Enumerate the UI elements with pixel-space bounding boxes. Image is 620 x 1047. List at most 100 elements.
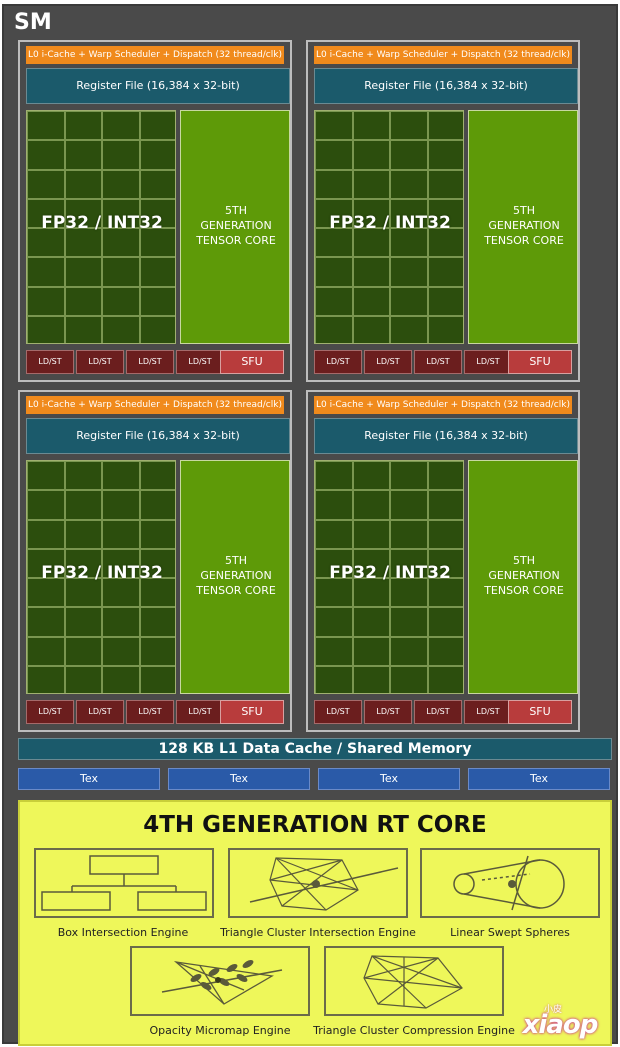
- ldst-unit: LD/ST: [414, 350, 462, 374]
- cuda-core-cell: [27, 548, 65, 578]
- cuda-core-cell: [427, 111, 463, 141]
- ldst-unit: LD/ST: [126, 350, 174, 374]
- cuda-core-cell: [64, 548, 102, 578]
- tensor-core: 5TH GENERATION TENSOR CORE: [180, 460, 290, 694]
- cuda-core-cell: [64, 636, 102, 666]
- cuda-core-cell: [427, 140, 463, 170]
- cuda-core-cell: [390, 578, 428, 608]
- cuda-core-cell: [139, 315, 175, 343]
- triangle-cluster-intersection-icon: [249, 857, 399, 911]
- cuda-core-cell: [315, 519, 353, 549]
- ldst-unit: LD/ST: [314, 350, 362, 374]
- cuda-core-cell: [102, 257, 140, 287]
- cuda-core-cell: [315, 607, 353, 637]
- fp32-int32-label: FP32 / INT32: [329, 563, 451, 583]
- cuda-core-cell: [102, 665, 140, 693]
- fp32-int32-cores: FP32 / INT32: [26, 110, 176, 344]
- cuda-core-cell: [427, 257, 463, 287]
- cuda-core-cell: [427, 461, 463, 491]
- cuda-core-cell: [139, 636, 175, 666]
- ldst-unit: LD/ST: [364, 350, 412, 374]
- register-file: Register File (16,384 x 32-bit): [26, 418, 290, 454]
- cuda-core-cell: [139, 607, 175, 637]
- cuda-core-cell: [427, 169, 463, 199]
- tensor-core-label-line: TENSOR CORE: [196, 234, 276, 247]
- cuda-core-cell: [27, 636, 65, 666]
- cuda-core-cell: [102, 636, 140, 666]
- cuda-core-cell: [352, 169, 390, 199]
- tensor-core-label-line: 5TH: [513, 204, 535, 217]
- cuda-core-cell: [27, 228, 65, 258]
- l1-data-cache: 128 KB L1 Data Cache / Shared Memory: [18, 738, 612, 760]
- fp32-int32-label: FP32 / INT32: [41, 563, 163, 583]
- ldst-unit: LD/ST: [364, 700, 412, 724]
- cuda-core-cell: [102, 548, 140, 578]
- cuda-core-cell: [102, 140, 140, 170]
- cuda-core-cell: [390, 228, 428, 258]
- cuda-core-cell: [315, 286, 353, 316]
- cuda-core-cell: [27, 578, 65, 608]
- cuda-core-cell: [352, 461, 390, 491]
- cuda-core-cell: [315, 198, 353, 228]
- cuda-core-cell: [427, 578, 463, 608]
- tex-unit: Tex: [468, 768, 610, 790]
- cuda-core-cell: [352, 519, 390, 549]
- triangle-cluster-intersection-engine: [228, 848, 408, 918]
- cuda-core-cell: [427, 198, 463, 228]
- swept-spheres-icon: [453, 855, 565, 911]
- ldst-unit: LD/ST: [176, 350, 224, 374]
- warp-scheduler: L0 i-Cache + Warp Scheduler + Dispatch (…: [314, 396, 572, 414]
- sm-title: SM: [14, 10, 52, 35]
- cuda-core-cell: [315, 111, 353, 141]
- cuda-core-cell: [139, 548, 175, 578]
- triangle-cluster-intersection-engine-label: Triangle Cluster Intersection Engine: [220, 926, 416, 939]
- cuda-core-cell: [102, 519, 140, 549]
- cuda-core-cell: [352, 140, 390, 170]
- warp-scheduler: L0 i-Cache + Warp Scheduler + Dispatch (…: [26, 46, 284, 64]
- cuda-core-cell: [352, 607, 390, 637]
- tensor-core-label-line: 5TH: [513, 554, 535, 567]
- warp-scheduler: L0 i-Cache + Warp Scheduler + Dispatch (…: [314, 46, 572, 64]
- watermark-text: xiaop: [522, 1010, 599, 1040]
- cuda-core-cell: [102, 198, 140, 228]
- linear-swept-spheres-engine: [420, 848, 600, 918]
- cuda-core-cell: [27, 461, 65, 491]
- cuda-core-cell: [139, 665, 175, 693]
- cuda-core-cell: [27, 490, 65, 520]
- cuda-core-cell: [390, 519, 428, 549]
- linear-swept-spheres-label: Linear Swept Spheres: [450, 926, 570, 939]
- ldst-unit: LD/ST: [126, 700, 174, 724]
- cuda-core-cell: [315, 665, 353, 693]
- cuda-core-cell: [139, 228, 175, 258]
- cuda-core-cell: [427, 286, 463, 316]
- cuda-core-cell: [64, 490, 102, 520]
- cuda-core-cell: [102, 607, 140, 637]
- tensor-core-label-line: 5TH: [225, 204, 247, 217]
- tensor-core-label-line: GENERATION: [488, 569, 560, 582]
- tensor-core-label-line: TENSOR CORE: [484, 584, 564, 597]
- tensor-core-label: 5TH GENERATION TENSOR CORE: [469, 553, 579, 598]
- cuda-core-cell: [390, 198, 428, 228]
- cuda-core-cell: [27, 257, 65, 287]
- cuda-core-cell: [139, 519, 175, 549]
- cuda-core-cell: [427, 607, 463, 637]
- cuda-core-cell: [352, 636, 390, 666]
- cuda-core-cell: [102, 286, 140, 316]
- triangle-cluster-compression-engine-label: Triangle Cluster Compression Engine: [313, 1024, 515, 1037]
- cuda-core-cell: [352, 315, 390, 343]
- cuda-core-cell: [102, 111, 140, 141]
- cuda-core-cell: [102, 169, 140, 199]
- cuda-core-cell: [390, 665, 428, 693]
- cuda-core-cell: [139, 257, 175, 287]
- ldst-unit: LD/ST: [26, 350, 74, 374]
- cuda-core-cell: [27, 140, 65, 170]
- cuda-core-cell: [352, 198, 390, 228]
- cuda-core-cell: [27, 169, 65, 199]
- box-intersection-engine-label: Box Intersection Engine: [57, 926, 189, 939]
- sfu-unit: SFU: [220, 350, 284, 374]
- tensor-core-label-line: TENSOR CORE: [196, 584, 276, 597]
- cuda-core-cell: [427, 519, 463, 549]
- cuda-core-cell: [139, 169, 175, 199]
- fp32-int32-cores: FP32 / INT32: [26, 460, 176, 694]
- sfu-unit: SFU: [508, 350, 572, 374]
